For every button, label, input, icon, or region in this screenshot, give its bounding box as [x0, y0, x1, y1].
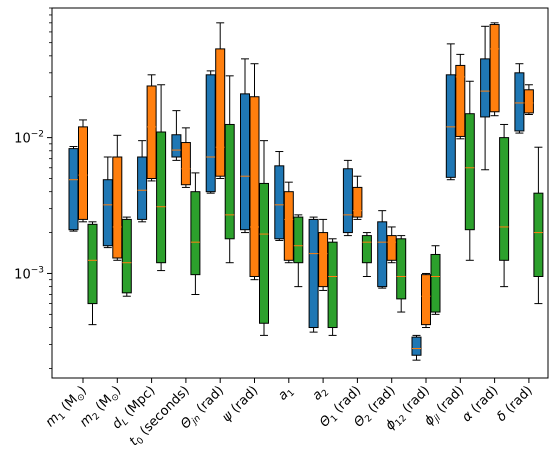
- box-body: [240, 93, 250, 231]
- box-series-group: [68, 22, 544, 361]
- y-tick-label: 10−3: [14, 265, 44, 282]
- box-body: [480, 58, 491, 118]
- series-blue: [68, 25, 525, 361]
- box-body: [283, 191, 294, 261]
- box-blue: [377, 210, 388, 289]
- box-body: [171, 134, 182, 158]
- box-green: [533, 146, 544, 305]
- box-body: [396, 238, 407, 300]
- box-body: [156, 131, 167, 264]
- box-body: [146, 85, 157, 180]
- box-body: [361, 235, 372, 264]
- plot-frame: [51, 7, 549, 379]
- x-tick-label: a1: [275, 383, 297, 405]
- box-body: [377, 221, 388, 288]
- box-orange: [78, 119, 88, 223]
- box-body: [489, 24, 500, 113]
- box-body: [87, 223, 98, 305]
- box-blue: [411, 334, 422, 361]
- box-orange: [180, 127, 191, 188]
- box-green: [156, 84, 167, 272]
- box-orange: [215, 22, 226, 180]
- box-body: [499, 137, 510, 261]
- box-orange: [455, 53, 466, 140]
- box-body: [259, 182, 269, 324]
- box-green: [430, 245, 441, 315]
- box-body: [112, 156, 123, 259]
- box-blue: [205, 70, 216, 194]
- box-green: [464, 80, 475, 261]
- box-body: [523, 89, 534, 114]
- box-blue: [445, 43, 456, 181]
- box-orange: [523, 84, 534, 115]
- box-body: [274, 165, 285, 240]
- box-orange: [421, 272, 431, 329]
- box-body: [464, 113, 475, 231]
- box-orange: [283, 181, 294, 264]
- box-body: [445, 74, 456, 178]
- box-body: [327, 241, 338, 329]
- box-green: [396, 235, 407, 313]
- x-tick-label: a2: [310, 383, 332, 405]
- box-orange: [146, 74, 157, 182]
- box-green: [190, 172, 201, 296]
- box-orange: [489, 22, 500, 117]
- x-tick-label: ψ (rad): [219, 383, 261, 425]
- box-body: [78, 126, 88, 220]
- box-green: [327, 238, 338, 336]
- box-body: [205, 74, 216, 193]
- box-body: [421, 274, 431, 326]
- box-body: [121, 218, 132, 294]
- box-blue: [514, 63, 525, 134]
- box-body: [180, 142, 191, 186]
- box-body: [533, 192, 544, 277]
- box-body: [514, 72, 525, 132]
- series-orange: [78, 22, 534, 329]
- x-axis: m1 (M⊙)m2 (M⊙)dL (Mpc)t0 (seconds)Θjn (r…: [43, 378, 536, 449]
- box-body: [318, 232, 329, 288]
- box-body: [352, 186, 363, 218]
- box-body: [224, 123, 235, 240]
- box-blue: [137, 140, 148, 223]
- box-blue: [68, 146, 79, 232]
- series-green: [87, 75, 544, 336]
- box-green: [499, 123, 510, 288]
- box-blue: [342, 159, 353, 237]
- box-body: [190, 191, 201, 276]
- box-body: [137, 156, 148, 220]
- x-tick-label: α (rad): [459, 383, 501, 425]
- box-body: [215, 48, 226, 177]
- box-green: [259, 140, 269, 336]
- box-green: [224, 75, 235, 264]
- box-body: [308, 218, 319, 329]
- box-body: [411, 336, 422, 356]
- box-blue: [308, 216, 319, 333]
- box-body: [68, 148, 79, 231]
- x-tick-label: δ (rad): [494, 383, 536, 425]
- box-body: [455, 64, 466, 137]
- box-green: [121, 216, 132, 297]
- box-green: [361, 232, 372, 277]
- box-body: [430, 253, 441, 313]
- box-green: [293, 214, 304, 288]
- box-body: [102, 179, 113, 247]
- y-axis: 10−3 10−2: [14, 7, 52, 369]
- box-body: [293, 216, 304, 264]
- box-orange: [112, 134, 123, 261]
- box-green: [87, 221, 98, 326]
- box-body: [249, 96, 260, 277]
- box-orange: [352, 175, 363, 220]
- box-body: [386, 235, 397, 261]
- box-body: [342, 168, 353, 234]
- y-tick-label: 10−2: [14, 130, 44, 147]
